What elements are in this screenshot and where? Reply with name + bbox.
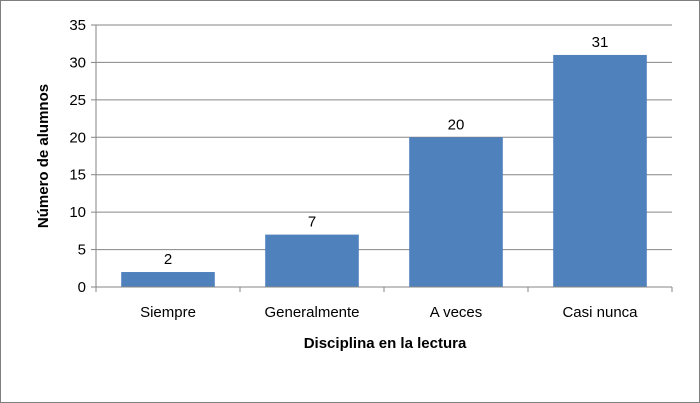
y-axis-title: Número de alumnos [35, 84, 52, 228]
x-tick-label: Generalmente [264, 304, 359, 321]
y-tick-label: 30 [69, 54, 86, 71]
bar [553, 54, 647, 287]
bars [121, 54, 647, 287]
y-tick-labels: 0 5 10 15 20 25 30 35 [69, 17, 96, 296]
y-tick-label: 10 [69, 204, 86, 221]
y-tick-label: 5 [78, 242, 86, 259]
y-tick-label: 20 [69, 129, 86, 146]
x-axis-title: Disciplina en la lectura [304, 335, 467, 352]
x-tick-label: Casi nunca [562, 304, 638, 321]
x-tick-label: Siempre [140, 304, 196, 321]
y-tick-label: 35 [69, 17, 86, 34]
y-tick-label: 25 [69, 92, 86, 109]
data-label: 20 [448, 116, 465, 133]
x-tick-label: A veces [430, 304, 483, 321]
y-tick-label: 15 [69, 167, 86, 184]
data-labels: 2 7 20 31 [164, 34, 609, 268]
data-label: 31 [592, 34, 609, 51]
x-tick-labels: Siempre Generalmente A veces Casi nunca [95, 287, 673, 321]
data-label: 2 [164, 251, 172, 268]
bar [409, 137, 503, 287]
bar [121, 272, 215, 287]
data-label: 7 [308, 214, 316, 231]
bar [265, 234, 359, 287]
y-tick-label: 0 [78, 279, 86, 296]
